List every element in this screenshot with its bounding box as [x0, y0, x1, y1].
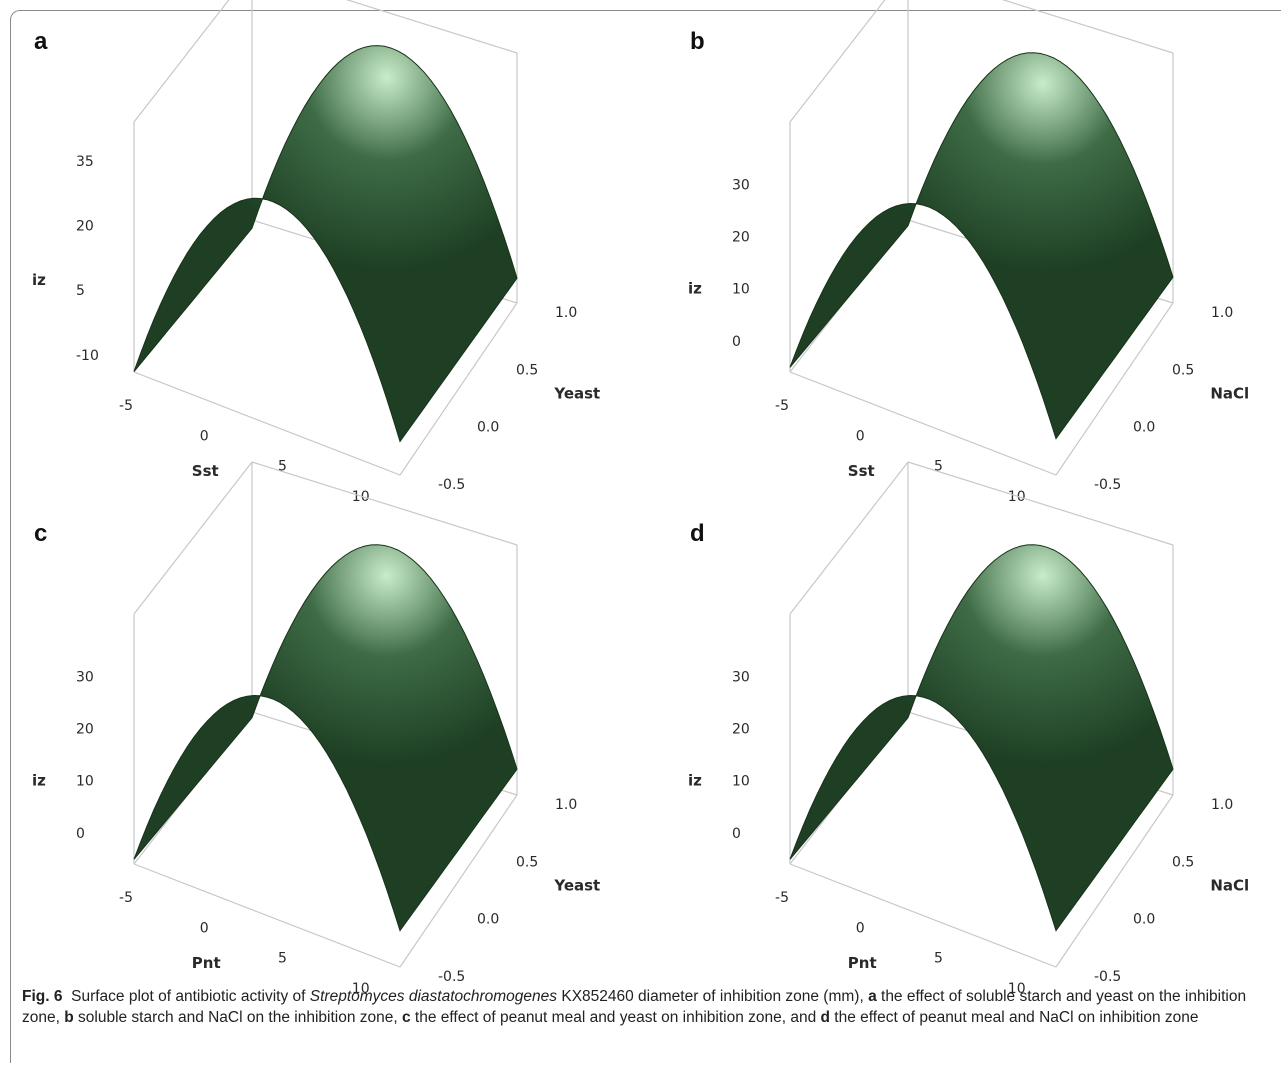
x-tick-label: 5 [278, 951, 287, 967]
y-tick-label: -0.5 [438, 969, 465, 985]
x-axis-label: Pnt [192, 954, 221, 972]
z-tick-label: 30 [732, 178, 750, 194]
caption-text-1: Surface plot of antibiotic activity of [71, 988, 310, 1005]
z-tick-label: 0 [732, 826, 741, 842]
z-tick-label: 0 [76, 826, 85, 842]
z-tick-label: 20 [76, 722, 94, 738]
z-tick-label: 35 [76, 154, 94, 170]
panel-b: 30 20 10 0 iz -5 0 5 10 Sst -0.5 0.0 0.5 1.0 NaCl b [668, 0, 1285, 510]
caption-fig-label: Fig. 6 [22, 988, 63, 1005]
y-tick-label: 1.0 [555, 305, 577, 321]
y-tick-label: 0.0 [477, 420, 499, 436]
x-tick-label: 5 [934, 951, 943, 967]
x-tick-label: 10 [352, 981, 370, 997]
x-tick-label: 0 [200, 428, 209, 444]
x-tick-label: 5 [278, 459, 287, 475]
caption-text-2: KX852460 diameter of inhibition zone (mm… [557, 988, 869, 1005]
z-tick-label: 10 [732, 774, 750, 790]
z-tick-label: 30 [76, 670, 94, 686]
surface-plot-c: 30 20 10 0 iz -5 0 5 10 Pnt -0.5 0.0 0.5 1.0 Yeast [32, 461, 600, 997]
panel-d-letter: d [690, 520, 705, 547]
caption-text-3: the effect of soluble starch and yeast o… [22, 988, 1247, 1026]
z-tick-label: 20 [76, 218, 94, 234]
z-axis-label: iz [32, 771, 46, 789]
z-axis-label: iz [688, 771, 702, 789]
y-tick-label: 1.0 [1211, 305, 1233, 321]
x-tick-label: -5 [775, 890, 789, 906]
y-axis-label: Yeast [553, 876, 600, 894]
panel-a-letter: a [34, 28, 48, 55]
z-tick-label: 5 [76, 283, 85, 299]
y-axis-label: NaCl [1210, 876, 1249, 894]
response-surface [133, 544, 518, 932]
x-axis-label: Sst [848, 462, 875, 480]
surface-plot-a: 35 20 5 -10 iz -5 0 5 10 Sst -0.5 0.0 0.5 1.0 Yeast [32, 0, 600, 505]
x-axis-label: Pnt [848, 954, 877, 972]
y-tick-label: 0.5 [1172, 854, 1194, 870]
x-tick-label: 0 [856, 428, 865, 444]
y-tick-label: 0.0 [1133, 420, 1155, 436]
caption-ref-d: d [820, 1009, 830, 1026]
x-tick-label: -5 [775, 398, 789, 414]
z-tick-label: 10 [732, 282, 750, 298]
y-tick-label: 0.5 [516, 362, 538, 378]
y-tick-label: 1.0 [1211, 797, 1233, 813]
caption-text-5: the effect of peanut meal and yeast on i… [410, 1009, 821, 1026]
z-tick-label: 10 [76, 774, 94, 790]
y-axis-label: NaCl [1210, 384, 1249, 402]
y-axis-label: Yeast [553, 384, 600, 402]
panel-d: 30 20 10 0 iz -5 0 5 10 Pnt -0.5 0.0 0.5 1.0 NaCl d [668, 461, 1285, 1002]
x-tick-label: 0 [200, 920, 209, 936]
y-tick-label: -0.5 [1094, 969, 1121, 985]
y-tick-label: 0.5 [516, 854, 538, 870]
figure-caption: Fig. 6 Surface plot of antibiotic activi… [22, 986, 1262, 1028]
y-tick-label: -0.5 [1094, 477, 1121, 493]
z-axis-label: iz [688, 279, 702, 297]
caption-species: Streptomyces diastatochromogenes [309, 988, 558, 1005]
z-tick-label: 0 [732, 334, 741, 350]
caption-ref-a: a [868, 988, 877, 1005]
z-tick-label: -10 [76, 348, 99, 364]
x-tick-label: 0 [856, 920, 865, 936]
y-tick-label: -0.5 [438, 477, 465, 493]
x-tick-label: 5 [934, 459, 943, 475]
caption-text-6: the effect of peanut meal and NaCl on in… [830, 1009, 1199, 1026]
y-tick-label: 0.0 [1133, 912, 1155, 928]
x-tick-label: -5 [119, 890, 133, 906]
x-axis-label: Sst [192, 462, 219, 480]
y-tick-label: 1.0 [555, 797, 577, 813]
surface-plot-b: 30 20 10 0 iz -5 0 5 10 Sst -0.5 0.0 0.5 1.0 NaCl [688, 0, 1249, 505]
panel-b-letter: b [690, 28, 705, 55]
caption-ref-b: b [64, 1009, 74, 1026]
panel-a: 35 20 5 -10 iz -5 0 5 10 Sst -0.5 0.0 0.5 1.0 Yeast a [12, 0, 632, 510]
y-tick-label: 0.5 [1172, 362, 1194, 378]
caption-ref-c: c [402, 1009, 411, 1026]
x-tick-label: 10 [1008, 981, 1026, 997]
response-surface [789, 52, 1174, 440]
response-surface [133, 45, 518, 443]
z-tick-label: 30 [732, 670, 750, 686]
z-tick-label: 20 [732, 230, 750, 246]
figure-frame [10, 10, 1281, 1063]
response-surface [789, 544, 1174, 932]
panel-c: 30 20 10 0 iz -5 0 5 10 Pnt -0.5 0.0 0.5 1.0 Yeast c [12, 461, 632, 1002]
y-tick-label: 0.0 [477, 912, 499, 928]
caption-text-4: soluble starch and NaCl on the inhibitio… [73, 1009, 402, 1026]
z-tick-label: 20 [732, 722, 750, 738]
surface-plot-d: 30 20 10 0 iz -5 0 5 10 Pnt -0.5 0.0 0.5 1.0 NaCl [688, 461, 1249, 997]
panel-c-letter: c [34, 520, 48, 547]
z-axis-label: iz [32, 271, 46, 289]
x-tick-label: 10 [352, 489, 370, 505]
x-tick-label: -5 [119, 398, 133, 414]
x-tick-label: 10 [1008, 489, 1026, 505]
